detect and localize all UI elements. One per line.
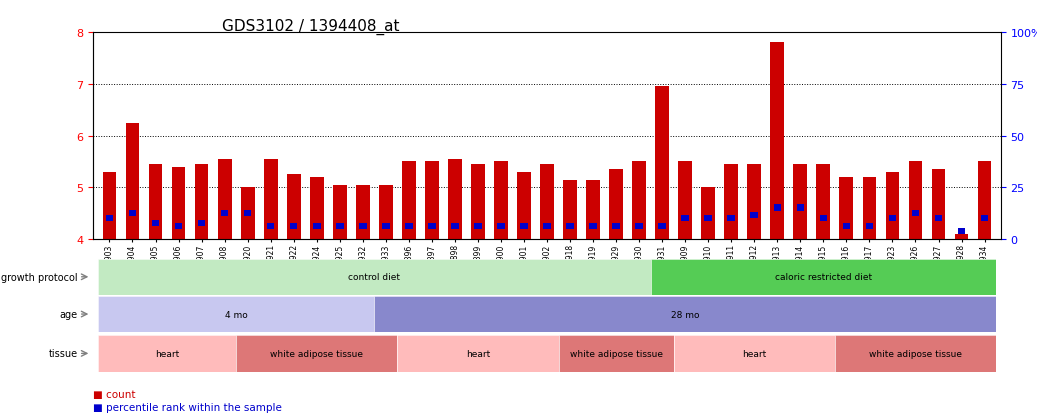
Text: GDS3102 / 1394408_at: GDS3102 / 1394408_at: [222, 19, 400, 35]
Bar: [359, 223, 366, 229]
Bar: [129, 210, 136, 216]
Bar: [106, 215, 113, 221]
Bar: [770, 43, 784, 240]
Bar: [540, 165, 554, 240]
Bar: [796, 205, 804, 211]
Bar: [978, 162, 991, 240]
Text: white adipose tissue: white adipose tissue: [569, 349, 663, 358]
Bar: [172, 167, 186, 240]
Text: control diet: control diet: [348, 273, 400, 282]
Bar: [701, 188, 716, 240]
Bar: [356, 185, 369, 240]
Bar: [889, 215, 896, 221]
Text: 4 mo: 4 mo: [225, 310, 248, 319]
Bar: [125, 123, 139, 240]
Bar: [379, 185, 393, 240]
Bar: [843, 223, 850, 229]
Bar: [402, 162, 416, 240]
Bar: [793, 165, 807, 240]
Bar: [287, 175, 301, 240]
Bar: [704, 215, 712, 221]
Bar: [748, 165, 761, 240]
Bar: [609, 170, 623, 240]
Bar: [725, 165, 738, 240]
Bar: [563, 180, 577, 240]
Bar: [382, 223, 390, 229]
Bar: [425, 162, 439, 240]
Bar: [263, 159, 278, 240]
Bar: [586, 180, 600, 240]
Text: white adipose tissue: white adipose tissue: [271, 349, 363, 358]
Bar: [934, 215, 943, 221]
Text: age: age: [60, 309, 78, 319]
Bar: [866, 223, 873, 229]
Bar: [175, 223, 183, 229]
Bar: [612, 223, 620, 229]
Bar: [451, 223, 458, 229]
Bar: [218, 159, 231, 240]
Bar: [428, 223, 436, 229]
Bar: [336, 223, 343, 229]
Bar: [333, 185, 346, 240]
Bar: [405, 223, 413, 229]
Text: caloric restricted diet: caloric restricted diet: [775, 273, 872, 282]
Bar: [195, 165, 208, 240]
Bar: [267, 223, 275, 229]
Bar: [313, 223, 320, 229]
Bar: [658, 223, 666, 229]
Bar: [290, 223, 298, 229]
Bar: [103, 173, 116, 240]
Text: heart: heart: [155, 349, 179, 358]
Bar: [543, 223, 551, 229]
Bar: [497, 223, 505, 229]
Bar: [241, 188, 254, 240]
Text: ■ count: ■ count: [93, 389, 136, 399]
Bar: [863, 178, 876, 240]
Bar: [198, 221, 205, 227]
Bar: [958, 228, 965, 235]
Bar: [886, 173, 899, 240]
Bar: [521, 223, 528, 229]
Bar: [912, 210, 919, 216]
Bar: [494, 162, 508, 240]
Bar: [148, 165, 163, 240]
Text: ■ percentile rank within the sample: ■ percentile rank within the sample: [93, 402, 282, 412]
Bar: [955, 235, 969, 240]
Text: 28 mo: 28 mo: [671, 310, 699, 319]
Bar: [244, 210, 251, 216]
Bar: [681, 215, 689, 221]
Bar: [655, 87, 669, 240]
Bar: [517, 173, 531, 240]
Bar: [981, 215, 988, 221]
Bar: [471, 165, 485, 240]
Bar: [474, 223, 482, 229]
Bar: [566, 223, 573, 229]
Bar: [633, 162, 646, 240]
Text: heart: heart: [742, 349, 766, 358]
Text: heart: heart: [466, 349, 491, 358]
Bar: [908, 162, 922, 240]
Text: white adipose tissue: white adipose tissue: [869, 349, 962, 358]
Bar: [678, 162, 692, 240]
Bar: [448, 159, 461, 240]
Text: growth protocol: growth protocol: [1, 272, 78, 282]
Bar: [636, 223, 643, 229]
Bar: [221, 210, 228, 216]
Bar: [816, 165, 831, 240]
Bar: [819, 215, 828, 221]
Bar: [589, 223, 597, 229]
Bar: [840, 178, 853, 240]
Text: tissue: tissue: [49, 349, 78, 358]
Bar: [751, 213, 758, 219]
Bar: [310, 178, 324, 240]
Bar: [931, 170, 946, 240]
Bar: [728, 215, 735, 221]
Bar: [151, 221, 160, 227]
Bar: [774, 205, 781, 211]
